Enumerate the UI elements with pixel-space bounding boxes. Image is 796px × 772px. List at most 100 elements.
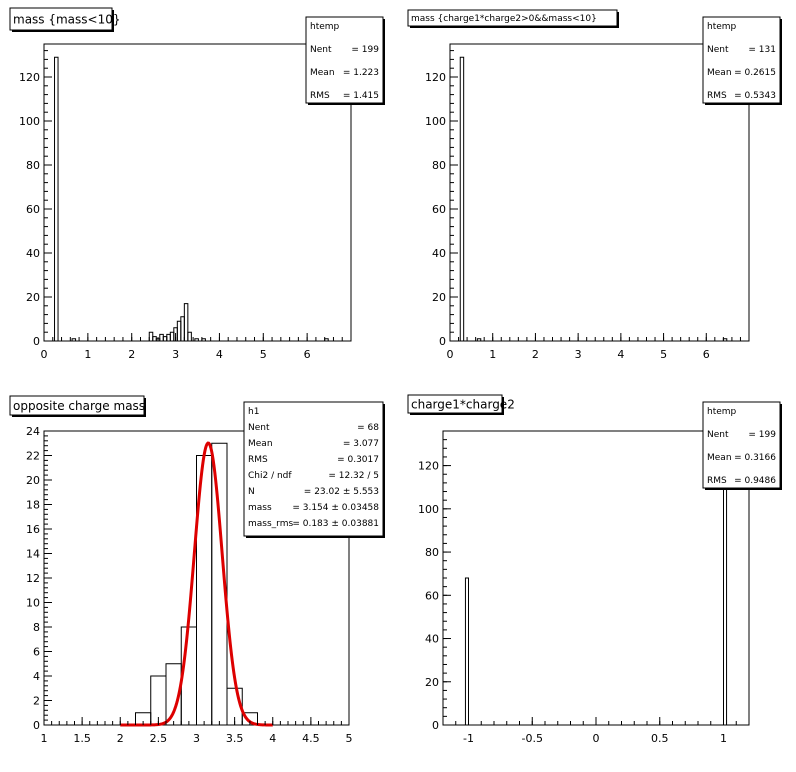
stats-value: = 68 [357,423,379,433]
gaussian-fit-curve [120,441,273,727]
x-tick-label: 0 [447,348,454,361]
y-tick-label: 40 [26,247,40,260]
stats-value: = 12.32 / 5 [328,471,379,481]
stats-box-title: htemp [707,407,737,417]
x-tick-label: 0.5 [651,732,669,745]
x-tick-label: 2 [532,348,539,361]
y-tick-label: 120 [418,460,439,473]
x-tick-label: 5 [346,732,353,745]
y-tick-label: 20 [26,291,40,304]
histogram-bin [166,333,171,341]
y-tick-label: 4 [33,670,40,683]
stats-label: RMS [248,455,268,465]
histogram-pad-4: -1 -0.5 0 0.5 1 0 20 40 60 80 100 120 charge1*charge… [407,394,782,745]
x-tick-label: -1 [463,732,474,745]
y-tick-label: 10 [26,597,40,610]
stats-value: = 1.415 [343,91,379,101]
y-tick-label: 40 [425,633,439,646]
title-box [9,395,145,416]
stats-label: Mean [707,68,732,78]
stats-label: Nent [707,430,729,440]
x-tick-label: 3 [575,348,582,361]
y-tick-label: 20 [425,676,439,689]
histogram-bin [54,56,59,341]
x-tick-label: 1 [84,348,91,361]
histogram-bin [464,577,469,725]
chart-title: charge1*charge2 [411,397,515,411]
title-box [407,394,503,414]
chart-title: mass {charge1*charge2>0&&mass<10} [411,14,597,24]
y-tick-label: 8 [33,621,40,634]
stats-value: = 0.2615 [734,68,776,78]
y-tick-label: 18 [26,499,40,512]
stats-value: = 3.077 [343,439,379,449]
histogram-bin [476,338,482,341]
x-tick-label: 4 [269,732,276,745]
stats-box [702,16,781,104]
x-tick-label: 2.5 [150,732,168,745]
histogram-bin [71,338,77,341]
histogram-bin [183,303,189,341]
y-tick-label: 100 [19,115,40,128]
stats-value: = 0.3166 [734,453,776,463]
y-tick-label: 60 [432,203,446,216]
stats-box [243,401,384,537]
x-tick-label: 0 [41,348,48,361]
histogram-bin [187,331,192,341]
y-tick-label: 0 [33,335,40,348]
histogram-bin [152,336,157,341]
stats-value: = 1.223 [343,68,379,78]
stats-label: Nent [707,45,729,55]
y-tick-label: 16 [26,523,40,536]
histogram-bin [148,331,154,341]
stats-label: RMS [707,91,727,101]
stats-label: RMS [707,476,727,486]
stats-value: = 199 [351,45,379,55]
histogram-bin [169,331,175,341]
y-tick-label: 2 [33,695,40,708]
y-tick-label: 20 [26,474,40,487]
y-tick-label: 60 [425,589,439,602]
histogram-bin [162,336,168,341]
x-tick-label: 3 [172,348,179,361]
x-tick-label: -0.5 [522,732,543,745]
y-tick-label: 80 [26,159,40,172]
y-tick-label: 100 [418,503,439,516]
plot-frame [43,43,352,342]
stats-box [702,401,781,489]
x-tick-label: 3.5 [226,732,244,745]
y-tick-label: 0 [432,719,439,732]
histogram-bin [194,338,199,341]
y-tick-label: 120 [19,71,40,84]
stats-box-title: h1 [248,407,259,417]
chart-title: opposite charge mass [13,399,145,413]
x-tick-label: 5 [260,348,267,361]
y-tick-label: 80 [432,159,446,172]
chart-title: mass {mass<10} [13,12,121,26]
stats-label: Mean [310,68,335,78]
histogram-bin [159,333,164,341]
histogram-bin [241,712,258,725]
title-box [9,7,113,31]
histogram-pad-3: 1 1.5 2 2.5 3 3.5 4 4.5 5024681012141618202224op… [9,395,385,745]
y-tick-label: 120 [425,71,446,84]
stats-value: = 0.3017 [337,455,379,465]
x-tick-label: 1 [41,732,48,745]
stats-label: Nent [248,423,270,433]
stats-box [305,16,384,104]
title-box [407,9,618,27]
plot-frame [449,43,750,342]
stats-label: Mean [707,453,732,463]
histogram-bin [176,320,182,341]
stats-value: = 199 [748,430,776,440]
x-tick-label: 4.5 [302,732,320,745]
histogram-bin [211,442,228,725]
stats-box-title: htemp [707,22,737,32]
x-tick-label: 1 [720,732,727,745]
x-tick-label: 4 [617,348,624,361]
x-tick-label: 6 [304,348,311,361]
histogram-bin [459,56,465,341]
y-tick-label: 80 [425,546,439,559]
histogram-bin [180,316,185,341]
